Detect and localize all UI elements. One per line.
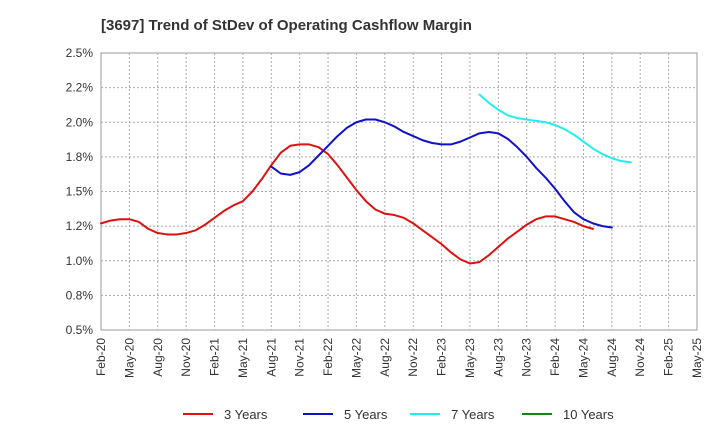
y-tick-label: 1.0% [66,254,94,268]
x-tick-label: Aug-20 [151,338,165,377]
legend-label: 5 Years [344,407,388,422]
x-tick-label: Nov-23 [520,338,534,377]
y-tick-label: 1.8% [66,150,94,164]
x-tick-label: Feb-25 [662,338,676,376]
x-tick-label: Feb-23 [435,338,449,376]
series-line [270,118,613,229]
x-tick-label: May-22 [349,338,363,378]
plot-area [100,52,698,331]
chart-title: [3697] Trend of StDev of Operating Cashf… [101,17,472,34]
x-tick-label: Feb-21 [208,338,222,376]
x-tick-label: May-21 [236,338,250,378]
y-tick-label: 2.5% [66,46,94,60]
y-tick-label: 1.2% [66,219,94,233]
legend-label: 3 Years [224,407,268,422]
series-line [100,143,594,265]
legend-label: 7 Years [451,407,495,422]
x-tick-label: May-24 [576,338,590,378]
x-tick-label: Feb-20 [94,338,108,376]
series-line [478,93,632,164]
x-tick-label: Aug-22 [378,338,392,377]
x-tick-label: Nov-20 [179,338,193,377]
x-tick-label: Feb-22 [321,338,335,376]
series-lines [100,93,632,265]
x-tick-label: May-23 [463,338,477,378]
x-tick-label: Nov-24 [633,338,647,377]
x-tick-label: Nov-21 [293,338,307,377]
x-tick-label: May-25 [690,338,704,378]
y-tick-label: 1.5% [66,185,94,199]
y-tick-label: 2.2% [66,81,94,95]
x-tick-label: Feb-24 [548,338,562,376]
x-tick-label: May-20 [122,338,136,378]
x-tick-label: Aug-21 [264,338,278,377]
legend: 3 Years 5 Years 7 Years 10 Years [183,407,614,422]
y-tick-label: 0.8% [66,288,94,302]
x-tick-label: Aug-23 [491,338,505,377]
x-axis: Feb-20 May-20 Aug-20 Nov-20 Feb-21 May-21 Aug-… [94,338,704,378]
x-tick-label: Aug-24 [605,338,619,377]
legend-label: 10 Years [563,407,614,422]
y-tick-label: 2.0% [66,115,94,129]
y-axis: 0.5% 0.8% 1.0% 1.2% 1.5% 1.8% 2.0% 2.2% 2.5% [66,46,94,337]
x-tick-label: Nov-22 [406,338,420,377]
y-tick-label: 0.5% [66,323,94,337]
